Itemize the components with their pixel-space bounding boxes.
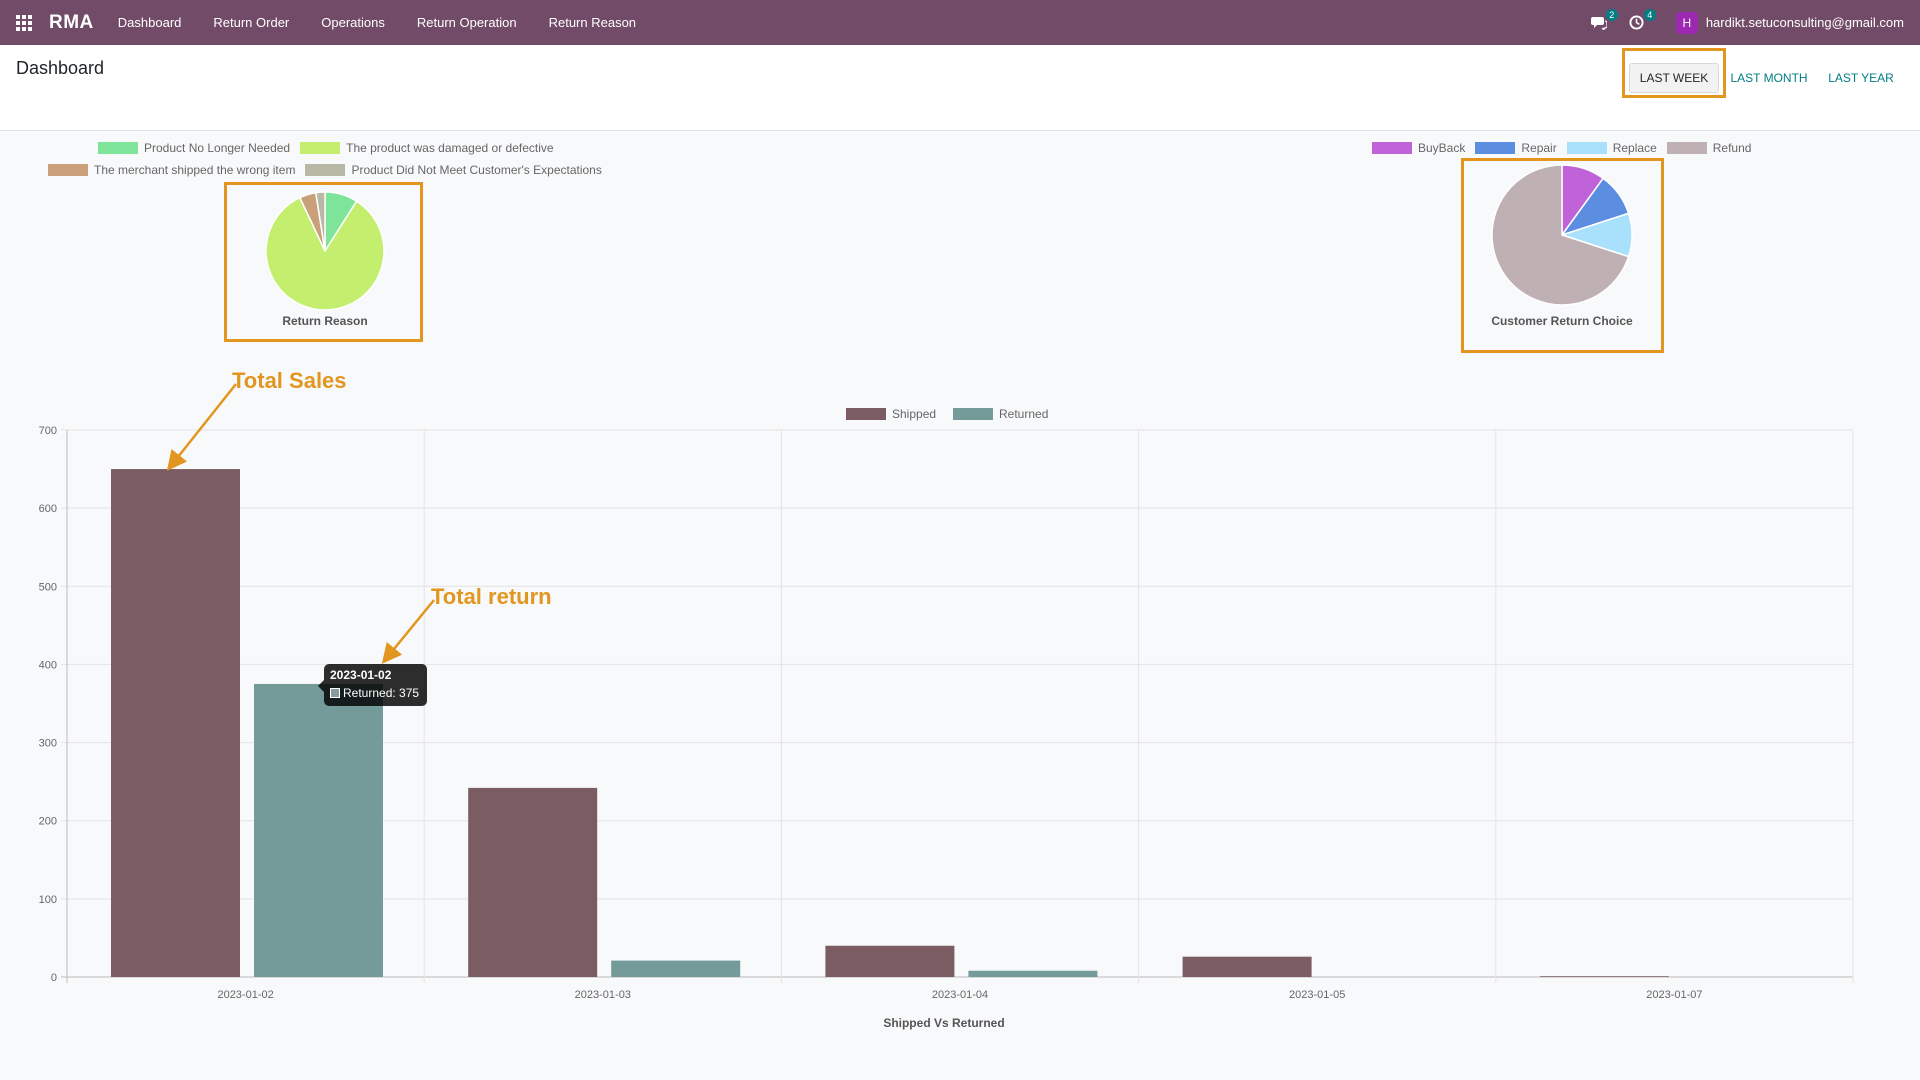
y-tick-label: 300 [39,738,57,750]
activities-clock-icon[interactable]: 4 [1626,8,1656,34]
x-tick-label: 2023-01-02 [217,989,273,1001]
legend-swatch[interactable] [953,408,993,420]
legend-label: Repair [1521,141,1557,155]
control-panel: Dashboard LAST WEEK LAST MONTH LAST YEAR [0,45,1920,131]
legend-swatch[interactable] [846,408,886,420]
pie-slice[interactable] [314,191,326,252]
customer-return-choice-caption: Customer Return Choice [1491,314,1633,328]
return-reason-pie-chart [265,191,385,311]
pie-slice[interactable] [265,196,385,311]
bar-returned[interactable] [968,970,1098,977]
user-avatar[interactable]: H [1675,11,1698,34]
nav-item-return-operation[interactable]: Return Operation [416,15,517,30]
legend-label: Product Did Not Meet Customer's Expectat… [351,163,602,177]
y-tick-label: 600 [39,503,57,515]
legend-swatch [305,164,346,176]
bar-shipped[interactable] [825,945,955,977]
legend-swatch [1666,142,1707,154]
legend-label: BuyBack [1418,141,1466,155]
legend-swatch [1566,142,1607,154]
return-reason-caption: Return Reason [282,314,368,328]
user-email[interactable]: hardikt.setuconsulting@gmail.com [1705,15,1904,30]
bar-shipped[interactable] [1539,976,1669,977]
legend-item[interactable]: Refund [1666,141,1752,155]
nav-item-return-order[interactable]: Return Order [213,15,290,30]
legend-item[interactable]: The product was damaged or defective [300,141,554,155]
bar-shipped[interactable] [111,469,240,977]
bar-shipped[interactable] [1182,956,1312,977]
return-reason-legend: Product No Longer Needed The product was… [98,141,564,155]
x-tick-label: 2023-01-07 [1646,989,1702,1001]
last-year-button[interactable]: LAST YEAR [1828,71,1894,85]
legend-swatch [1475,142,1516,154]
tooltip-title: 2023-01-02 [330,668,392,682]
shipped-vs-returned-bar-chart: Shipped Returned 0 100 200 300 400 500 600 700 202… [39,407,1854,1030]
top-navbar: RMA Dashboard Return Order Operations Re… [0,0,1920,45]
legend-label: The merchant shipped the wrong item [94,163,296,177]
x-tick-label: 2023-01-05 [1289,989,1345,1001]
legend-item[interactable]: Repair [1475,141,1557,155]
nav-item-operations[interactable]: Operations [321,15,385,30]
activities-count-badge: 4 [1643,8,1656,21]
nav-item-dashboard[interactable]: Dashboard [117,15,182,30]
y-tick-label: 200 [39,816,57,828]
pie-slice[interactable] [1491,164,1630,306]
legend-label: Returned [999,407,1048,421]
x-tick-label: 2023-01-03 [575,989,631,1001]
bar-returned[interactable] [254,683,383,977]
customer-return-choice-legend: BuyBack Repair Replace Refund [1372,141,1761,155]
legend-swatch [300,142,341,154]
y-tick-label: 700 [39,425,57,437]
chart-tooltip: 2023-01-02 Returned: 375 [324,664,427,706]
return-reason-legend-row2: The merchant shipped the wrong item Prod… [48,163,612,177]
y-tick-label: 100 [39,894,57,906]
legend-swatch [48,164,88,176]
legend-swatch [1372,142,1412,154]
customer-return-choice-pie-chart [1491,164,1633,306]
legend-label: Shipped [892,407,936,421]
y-tick-label: 0 [51,972,57,984]
legend-label: Replace [1612,141,1657,155]
tooltip-label: Returned: 375 [343,686,420,700]
tooltip-caret [318,680,324,692]
bar-chart-legend: Shipped Returned [846,407,1048,421]
last-week-button[interactable]: LAST WEEK [1629,63,1719,93]
messages-count-badge: 2 [1605,8,1618,21]
legend-label: The product was damaged or defective [346,141,554,155]
messages-icon[interactable]: 2 [1588,8,1618,34]
total-sales-annotation: Total Sales [232,368,347,393]
x-tick-label: 2023-01-04 [932,989,988,1001]
y-tick-label: 500 [39,581,57,593]
legend-swatch [98,142,138,154]
legend-item[interactable]: The merchant shipped the wrong item [48,163,295,177]
bar-shipped[interactable] [468,787,598,977]
last-month-button[interactable]: LAST MONTH [1730,71,1808,85]
legend-item[interactable]: Product Did Not Meet Customer's Expectat… [305,163,602,177]
legend-item[interactable]: Product No Longer Needed [98,141,290,155]
apps-menu-icon[interactable] [0,0,48,45]
y-tick-label: 400 [39,659,57,671]
bar-returned[interactable] [611,960,741,977]
legend-label: Refund [1712,141,1752,155]
total-return-annotation: Total return [431,584,552,609]
tooltip-row: Returned: 375 [330,686,421,700]
x-axis-title: Shipped Vs Returned [883,1016,1004,1030]
tooltip-swatch [330,688,340,698]
nav-item-return-reason[interactable]: Return Reason [548,15,637,30]
legend-item[interactable]: Replace [1566,141,1657,155]
page-title: Dashboard [16,58,105,78]
legend-item[interactable]: BuyBack [1372,141,1465,155]
app-brand[interactable]: RMA [49,11,94,33]
legend-label: Product No Longer Needed [144,141,291,155]
